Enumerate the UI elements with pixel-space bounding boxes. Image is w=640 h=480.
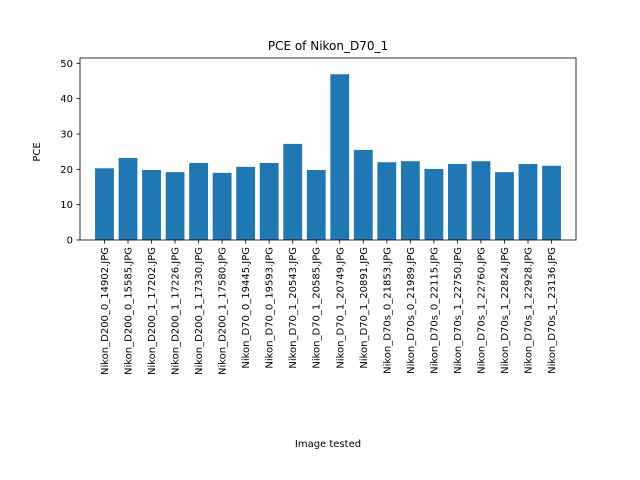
bar bbox=[471, 161, 491, 240]
bar bbox=[518, 164, 538, 240]
x-tick-label: Nikon_D200_1_17580.JPG bbox=[218, 247, 229, 375]
bar bbox=[400, 161, 420, 240]
bar bbox=[165, 172, 185, 240]
bar bbox=[495, 172, 514, 240]
x-tick-label: Nikon_D70s_0_22115.JPG bbox=[429, 247, 440, 374]
bar bbox=[424, 168, 444, 240]
bar bbox=[236, 166, 256, 240]
bar bbox=[259, 162, 279, 240]
x-tick-label: Nikon_D70_1_20543.JPG bbox=[288, 247, 299, 369]
y-tick-label: 20 bbox=[60, 165, 73, 176]
x-tick-label: Nikon_D200_1_17330.JPG bbox=[194, 247, 205, 375]
bar bbox=[377, 162, 397, 240]
bar bbox=[448, 164, 467, 240]
x-tick-label: Nikon_D200_0_14902.JPG bbox=[100, 247, 111, 375]
y-tick-label: 50 bbox=[60, 59, 73, 70]
x-tick-label: Nikon_D70_1_20585.JPG bbox=[312, 247, 323, 369]
chart-title: PCE of Nikon_D70_1 bbox=[268, 39, 388, 53]
plot-area: 0 10 20 30 40 50 Nikon_D200_0_14902.JPG Nikon_D… bbox=[60, 57, 577, 375]
x-tick-label: Nikon_D70s_1_22928.JPG bbox=[524, 247, 535, 374]
y-tick-label: 0 bbox=[67, 236, 73, 247]
y-tick-label: 30 bbox=[60, 129, 73, 140]
bar bbox=[542, 165, 561, 240]
x-tick-label: Nikon_D70s_1_22824.JPG bbox=[500, 247, 511, 374]
bar bbox=[118, 158, 138, 240]
bar bbox=[142, 170, 161, 240]
bar bbox=[353, 149, 373, 240]
x-tick-label: Nikon_D70_0_19593.JPG bbox=[265, 247, 276, 369]
y-tick-label: 40 bbox=[60, 94, 73, 105]
x-tick-label: Nikon_D200_1_17202.JPG bbox=[147, 247, 158, 375]
x-tick-label: Nikon_D70s_0_21989.JPG bbox=[406, 247, 417, 374]
x-tick-label: Nikon_D70s_1_23136.JPG bbox=[547, 247, 558, 374]
x-tick-label: Nikon_D200_0_15585.JPG bbox=[124, 247, 135, 375]
bar bbox=[212, 172, 232, 240]
x-tick-label: Nikon_D70_0_19445.JPG bbox=[241, 247, 252, 369]
bar bbox=[330, 74, 350, 240]
bar bbox=[283, 143, 303, 240]
plot-frame bbox=[79, 57, 577, 241]
x-tick-label: Nikon_D70s_1_22760.JPG bbox=[476, 247, 487, 374]
y-tick-label: 10 bbox=[60, 200, 73, 211]
bar bbox=[95, 168, 114, 240]
x-tick-label: Nikon_D70s_0_21853.JPG bbox=[382, 247, 393, 374]
x-axis-label: Image tested bbox=[295, 439, 361, 450]
x-tick-label: Nikon_D70_1_20891.JPG bbox=[359, 247, 370, 369]
x-tick-label: Nikon_D200_1_17226.JPG bbox=[171, 247, 182, 375]
y-axis-label: PCE bbox=[32, 142, 43, 161]
x-tick-label: Nikon_D70s_1_22750.JPG bbox=[453, 247, 464, 374]
bar bbox=[306, 170, 326, 240]
x-tick-label: Nikon_D70_1_20749.JPG bbox=[335, 247, 346, 369]
bar bbox=[189, 162, 208, 240]
